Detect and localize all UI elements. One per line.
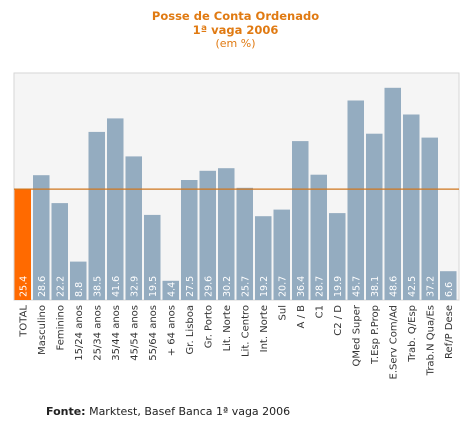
value-label-3: 8.8 [74,282,85,297]
chart-subtitle: 1ª vaga 2006 [192,23,279,37]
bar-18 [347,100,364,300]
category-label-9: Gr. Lisboa [185,305,196,354]
category-label-4: 25/34 anos [92,305,103,361]
bar-15 [292,141,309,300]
source-note: Fonte: Marktest, Basef Banca 1ª vaga 200… [46,405,290,418]
chart-unit-label: (em %) [215,37,256,50]
category-label-22: Trab.N Qua/Es [425,305,436,376]
bar-21 [403,114,420,300]
bar-19 [366,133,383,300]
category-label-11: Lit. Norte [222,305,233,351]
bar-10 [199,170,216,300]
value-label-18: 45.7 [351,276,362,297]
bar-2 [51,203,68,300]
value-label-13: 19.2 [259,276,270,297]
category-label-13: Int. Norte [259,305,270,352]
bar-4 [88,131,105,300]
value-label-14: 20.7 [277,276,288,297]
bar-9 [181,180,198,300]
bar-11 [218,168,235,300]
value-label-16: 28.7 [314,276,325,297]
bar-0 [14,189,31,300]
category-label-0: TOTAL [18,305,29,338]
category-label-7: 55/64 anos [148,305,159,361]
value-label-21: 42.5 [407,276,418,297]
category-label-15: A / B [296,305,307,329]
category-label-12: Lit. Centro [240,305,251,357]
value-label-2: 22.2 [55,276,66,297]
bar-23 [440,271,457,300]
bar-14 [273,209,290,300]
value-label-17: 19.9 [333,276,344,297]
value-label-23: 6.6 [444,282,455,297]
category-label-8: + 64 anos [166,305,177,356]
value-label-5: 41.6 [111,276,122,297]
category-label-17: C2 / D [333,305,344,336]
value-label-10: 29.6 [203,276,214,297]
source-text: Marktest, Basef Banca 1ª vaga 2006 [85,405,291,418]
category-label-23: Ref/P Dese [444,305,455,359]
source-label: Fonte: [46,405,86,418]
category-label-19: T.Esp P.Prop [370,305,381,365]
bar-22 [421,137,438,300]
category-label-3: 15/24 anos [74,305,85,361]
value-label-12: 25.7 [240,276,251,297]
category-label-18: QMed Super [351,304,362,366]
category-label-16: C1 [314,305,325,318]
bar-5 [107,118,124,301]
chart-title-main: Posse de Conta Ordenado [151,9,320,23]
category-label-14: Sul [277,305,288,320]
category-label-21: Trab. Q/Esp [407,305,418,363]
value-label-6: 32.9 [129,276,140,297]
bar-3 [70,261,87,300]
category-label-20: E.Serv Com/Ad [388,305,399,379]
chart-title: Posse de Conta Ordenado 1ª vaga 2006 (em… [0,9,471,51]
value-label-8: 4.4 [166,282,177,297]
bar-17 [329,213,346,300]
value-label-22: 37.2 [425,276,436,297]
category-label-2: Feminino [55,305,66,350]
value-label-0: 25.4 [18,276,29,297]
value-label-20: 48.6 [388,276,399,297]
bar-7 [144,214,161,300]
category-label-5: 35/44 anos [111,305,122,361]
value-label-4: 38.5 [92,276,103,297]
bar-20 [384,87,401,300]
value-label-11: 30.2 [222,276,233,297]
category-label-6: 45/54 anos [129,305,140,361]
bar-13 [255,216,272,300]
bar-8 [162,280,179,300]
value-label-19: 38.1 [370,276,381,297]
category-label-10: Gr. Porto [203,305,214,348]
value-label-15: 36.4 [296,276,307,297]
value-label-7: 19.5 [148,276,159,297]
category-label-1: Masculino [37,305,48,355]
value-label-1: 28.6 [37,276,48,297]
value-label-9: 27.5 [185,276,196,297]
bar-12 [236,187,253,300]
bar-1 [33,175,50,300]
bar-16 [310,174,327,300]
bar-6 [125,156,142,300]
